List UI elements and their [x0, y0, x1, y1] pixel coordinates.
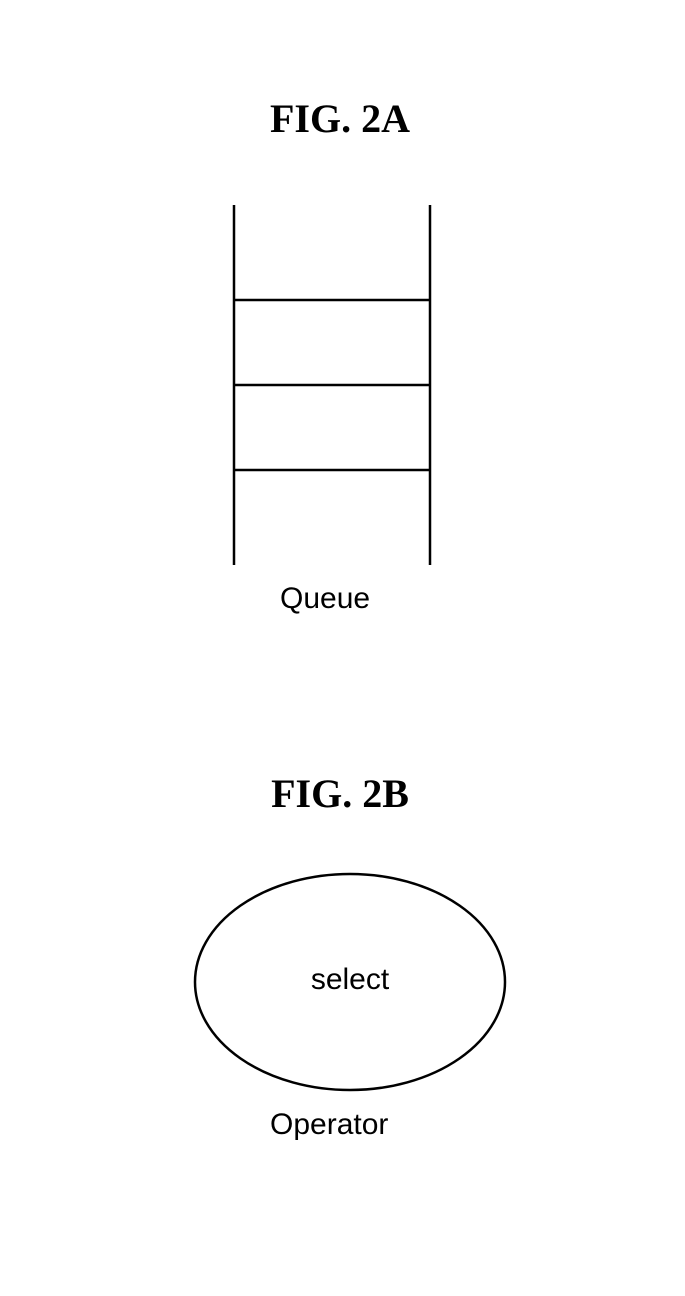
queue-svg: [232, 205, 432, 565]
figure-b-title: FIG. 2B: [200, 770, 480, 817]
queue-diagram: [232, 205, 432, 565]
operator-label: Operator: [270, 1108, 388, 1142]
queue-label: Queue: [280, 582, 370, 616]
operator-diagram: select: [190, 870, 510, 1094]
figure-a-title: FIG. 2A: [200, 95, 480, 142]
operator-inner-label: select: [190, 963, 510, 997]
